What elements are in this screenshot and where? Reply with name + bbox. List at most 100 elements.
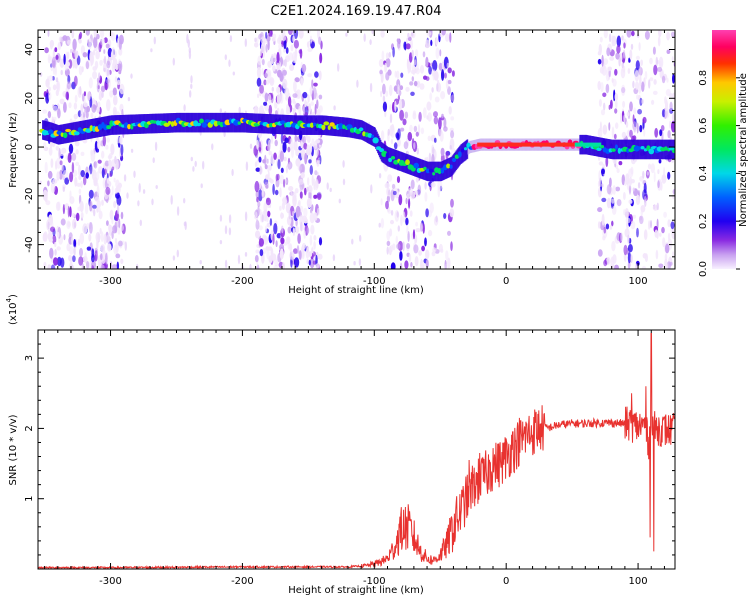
noise-blob xyxy=(353,261,356,266)
noise-blob xyxy=(298,30,304,39)
noise-blob xyxy=(615,99,618,109)
noise-blob xyxy=(82,139,88,144)
noise-blob xyxy=(405,217,409,226)
ridge-halo xyxy=(373,127,375,147)
noise-blob xyxy=(641,265,647,269)
noise-blob xyxy=(257,55,262,66)
noise-blob xyxy=(659,232,662,237)
noise-blob xyxy=(73,113,79,120)
noise-blob xyxy=(615,52,620,60)
noise-blob xyxy=(69,190,72,200)
noise-blob xyxy=(267,210,271,218)
ridge-halo xyxy=(432,161,435,182)
ridge-core xyxy=(446,163,451,169)
noise-blob xyxy=(194,160,197,167)
noise-blob xyxy=(428,152,432,163)
noise-blob xyxy=(313,140,318,150)
noise-blob xyxy=(409,210,413,217)
noise-blob xyxy=(302,105,306,115)
noise-blob xyxy=(663,211,667,218)
noise-blob xyxy=(319,155,322,165)
ridge-halo xyxy=(245,113,247,133)
noise-blob xyxy=(76,55,81,66)
noise-blob xyxy=(666,49,671,54)
noise-blob xyxy=(78,256,84,266)
noise-blob xyxy=(597,207,603,213)
noise-blob xyxy=(116,221,119,228)
ridge-core xyxy=(668,147,675,151)
noise-blob xyxy=(601,168,605,175)
noise-blob xyxy=(299,186,303,192)
noise-blob xyxy=(79,247,83,257)
noise-blob xyxy=(314,170,318,176)
noise-blob xyxy=(351,238,354,245)
noise-blob xyxy=(629,101,633,112)
ridge-halo xyxy=(389,147,391,168)
noise-blob xyxy=(438,129,442,137)
noise-blob xyxy=(52,116,57,122)
svg-text:(x104): (x104) xyxy=(5,294,19,325)
noise-blob xyxy=(597,249,603,257)
noise-blob xyxy=(68,143,74,154)
noise-blob xyxy=(318,237,323,246)
noise-blob xyxy=(422,107,427,119)
ridge-core xyxy=(393,159,399,165)
noise-blob xyxy=(639,97,643,106)
noise-blob xyxy=(309,212,315,224)
noise-blob xyxy=(306,258,310,265)
noise-blob xyxy=(282,59,286,66)
noise-blob xyxy=(309,35,313,44)
noise-blob xyxy=(599,66,605,74)
noise-blob xyxy=(57,108,61,119)
noise-blob xyxy=(657,180,660,189)
noise-blob xyxy=(640,59,643,66)
noise-blob xyxy=(621,84,626,97)
noise-blob xyxy=(57,231,60,238)
noise-blob xyxy=(62,174,65,181)
noise-blob xyxy=(312,111,315,117)
noise-blob xyxy=(280,133,284,145)
x-tick-label: 100 xyxy=(629,576,648,587)
noise-blob xyxy=(308,159,312,164)
noise-blob xyxy=(130,73,133,79)
noise-blob xyxy=(112,87,118,96)
noise-blob xyxy=(291,256,294,261)
noise-blob xyxy=(295,148,300,157)
noise-blob xyxy=(279,205,282,211)
noise-blob xyxy=(54,241,57,248)
ridge-halo xyxy=(451,155,454,175)
noise-blob xyxy=(388,51,391,58)
noise-blob xyxy=(303,142,308,150)
noise-blob xyxy=(614,68,618,76)
noise-blob xyxy=(43,146,49,152)
noise-blob xyxy=(380,30,385,38)
noise-blob xyxy=(249,143,253,149)
noise-blob xyxy=(71,162,75,174)
noise-blob xyxy=(600,109,606,116)
ridge-core xyxy=(664,146,668,151)
noise-blob xyxy=(98,91,103,101)
noise-blob xyxy=(279,174,285,185)
noise-blob xyxy=(432,146,435,155)
noise-blob xyxy=(422,223,425,234)
noise-blob xyxy=(259,165,262,175)
ridge-core xyxy=(390,156,396,160)
noise-blob xyxy=(50,264,56,269)
noise-blob xyxy=(295,158,301,167)
ridge-halo xyxy=(129,114,132,135)
ridge-halo xyxy=(198,112,200,133)
noise-blob xyxy=(86,105,90,113)
noise-blob xyxy=(440,91,446,100)
noise-blob xyxy=(626,30,632,38)
noise-blob xyxy=(640,205,646,213)
ridge-halo xyxy=(456,149,459,169)
noise-blob xyxy=(267,39,270,51)
noise-blob xyxy=(440,248,444,253)
noise-blob xyxy=(632,80,635,89)
noise-blob xyxy=(114,156,117,164)
noise-blob xyxy=(111,231,114,239)
ridge-core xyxy=(329,122,335,127)
noise-blob xyxy=(244,38,247,47)
noise-blob xyxy=(631,30,635,37)
noise-blob xyxy=(439,49,442,57)
